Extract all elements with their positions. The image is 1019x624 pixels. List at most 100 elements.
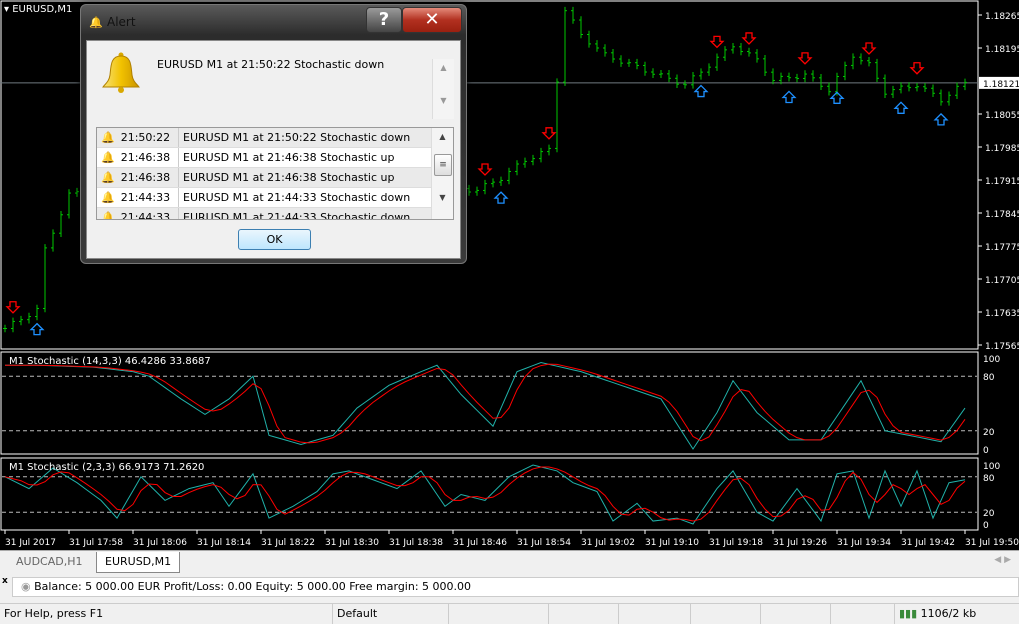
time-tick-label: 31 Jul 18:38 bbox=[389, 538, 443, 548]
bell-icon: 🔔 bbox=[101, 211, 115, 220]
price-tick-label: 1.17775 bbox=[985, 243, 1019, 253]
alert-row[interactable]: 🔔 21:50:22 EURUSD M1 at 21:50:22 Stochasti… bbox=[97, 128, 453, 148]
stoch2-signal-line bbox=[4, 466, 966, 522]
stoch2-level-label: 80 bbox=[983, 474, 995, 484]
connection-bars-icon: ▮▮▮ bbox=[899, 607, 918, 620]
signal-up-arrow-icon bbox=[829, 91, 845, 104]
alert-time: 🔔 21:44:33 bbox=[97, 188, 179, 207]
alert-text: EURUSD M1 at 21:50:22 Stochastic down bbox=[183, 131, 411, 144]
alert-text: EURUSD M1 at 21:46:38 Stochastic up bbox=[183, 151, 395, 164]
current-price-box bbox=[979, 76, 1019, 89]
alert-dialog: 🔔 Alert ? ✕ EURUSD M1 at 21:50:22 Stocha… bbox=[80, 4, 467, 264]
signal-down-arrow-icon bbox=[909, 62, 925, 75]
dialog-title: Alert bbox=[107, 15, 136, 29]
signal-up-arrow-icon bbox=[29, 322, 45, 336]
status-dot-icon: ◉ bbox=[21, 580, 35, 593]
time-tick-label: 31 Jul 17:58 bbox=[69, 538, 123, 548]
traffic-indicator: ▮▮▮ 1106/2 kb bbox=[894, 604, 976, 624]
stoch1-signal-line bbox=[5, 363, 966, 444]
signal-up-arrow-icon bbox=[493, 191, 509, 204]
stoch1-level-label: 80 bbox=[983, 373, 995, 383]
time-tick-label: 31 Jul 19:10 bbox=[645, 538, 699, 548]
bell-icon: 🔔 bbox=[101, 191, 115, 204]
time-tick-label: 31 Jul 19:02 bbox=[581, 538, 635, 548]
price-tick-label: 1.17635 bbox=[985, 309, 1019, 319]
alert-row[interactable]: 🔔 21:44:33 EURUSD M1 at 21:44:33 Stochasti… bbox=[97, 208, 453, 220]
price-tick-label: 1.17845 bbox=[985, 210, 1019, 220]
chart-symbol-label: ▾ EURUSD,M1 bbox=[4, 4, 73, 15]
terminal-panel: x ◉ Balance: 5 000.00 EUR Profit/Loss: 0… bbox=[0, 574, 1019, 600]
status-bar: For Help, press F1 Default ▮▮▮ 1106/2 kb bbox=[0, 603, 1019, 624]
signal-down-arrow-icon bbox=[709, 35, 725, 49]
alert-text: EURUSD M1 at 21:46:38 Stochastic up bbox=[183, 171, 395, 184]
alert-history-list[interactable]: 🔔 21:50:22 EURUSD M1 at 21:50:22 Stochasti… bbox=[96, 127, 454, 220]
list-scrollbar[interactable]: ▲ ≡ ▼ bbox=[431, 128, 453, 219]
stoch1-level-label: 100 bbox=[983, 355, 1000, 365]
tab-audcad-h1[interactable]: AUDCAD,H1 bbox=[16, 555, 83, 568]
price-tick-label: 1.18195 bbox=[985, 45, 1019, 55]
current-price-label: 1.18121 bbox=[983, 80, 1019, 90]
chart-tabs: AUDCAD,H1 EURUSD,M1 ◀ ▶ bbox=[0, 550, 1019, 573]
ok-button[interactable]: OK bbox=[238, 229, 311, 250]
time-tick-label: 31 Jul 18:54 bbox=[517, 538, 571, 548]
stoch2-label: M1 Stochastic (2,3,3) 66.9173 71.2620 bbox=[9, 462, 205, 473]
signal-down-arrow-icon bbox=[797, 52, 813, 65]
symbol-text: EURUSD,M1 bbox=[12, 4, 73, 15]
stoch1-level-label: 20 bbox=[983, 428, 995, 438]
stoch2-panel-border bbox=[0, 457, 979, 531]
account-text: Balance: 5 000.00 EUR Profit/Loss: 0.00 … bbox=[34, 580, 472, 593]
alert-time: 🔔 21:44:33 bbox=[97, 208, 179, 220]
time-tick-label: 31 Jul 18:22 bbox=[261, 538, 315, 548]
time-tick-label: 31 Jul 2017 bbox=[5, 538, 56, 548]
time-tick-label: 31 Jul 18:14 bbox=[197, 538, 251, 548]
time-tick-label: 31 Jul 18:46 bbox=[453, 538, 507, 548]
alert-row[interactable]: 🔔 21:46:38 EURUSD M1 at 21:46:38 Stochasti… bbox=[97, 148, 453, 168]
price-tick-label: 1.17565 bbox=[985, 342, 1019, 352]
stoch2-main-line bbox=[4, 464, 966, 525]
time-tick-label: 31 Jul 18:30 bbox=[325, 538, 379, 548]
dialog-body: EURUSD M1 at 21:50:22 Stochastic down ▲ ▼… bbox=[86, 40, 461, 259]
signal-up-arrow-icon bbox=[933, 112, 949, 126]
close-terminal-icon[interactable]: x bbox=[2, 576, 8, 586]
price-panel-border bbox=[0, 0, 979, 350]
signal-up-arrow-icon bbox=[781, 90, 797, 104]
tab-scroll-arrows[interactable]: ◀ ▶ bbox=[994, 555, 1011, 565]
account-summary: ◉ Balance: 5 000.00 EUR Profit/Loss: 0.0… bbox=[12, 577, 1019, 597]
alert-row[interactable]: 🔔 21:44:33 EURUSD M1 at 21:44:33 Stochasti… bbox=[97, 188, 453, 208]
stoch1-label: M1 Stochastic (14,3,3) 46.4286 33.8687 bbox=[9, 356, 211, 367]
tab-eurusd-m1[interactable]: EURUSD,M1 bbox=[96, 552, 181, 573]
help-button[interactable]: ? bbox=[366, 7, 402, 33]
time-tick-label: 31 Jul 18:06 bbox=[133, 538, 187, 548]
signal-down-arrow-icon bbox=[741, 32, 757, 45]
signal-down-arrow-icon bbox=[861, 42, 877, 55]
close-button[interactable]: ✕ bbox=[402, 7, 462, 33]
stoch2-level-label: 20 bbox=[983, 509, 995, 519]
message-scrollbar[interactable]: ▲ ▼ bbox=[432, 59, 454, 119]
signal-down-arrow-icon bbox=[541, 127, 557, 140]
large-bell-icon bbox=[102, 52, 140, 93]
price-tick-label: 1.18265 bbox=[985, 12, 1019, 22]
traffic-text: 1106/2 kb bbox=[920, 607, 977, 620]
signal-up-arrow-icon bbox=[693, 84, 709, 98]
alert-time: 🔔 21:46:38 bbox=[97, 168, 179, 187]
profile-name: Default bbox=[332, 604, 377, 624]
bell-icon: 🔔 bbox=[101, 171, 115, 184]
signal-down-arrow-icon bbox=[477, 163, 493, 176]
time-tick-label: 31 Jul 19:50 bbox=[965, 538, 1019, 548]
price-tick-label: 1.18055 bbox=[985, 111, 1019, 121]
alert-row[interactable]: 🔔 21:46:38 EURUSD M1 at 21:46:38 Stochasti… bbox=[97, 168, 453, 188]
bell-icon: 🔔 bbox=[89, 16, 103, 29]
stoch2-level-label: 100 bbox=[983, 462, 1000, 472]
time-tick-label: 31 Jul 19:34 bbox=[837, 538, 891, 548]
stoch1-level-label: 0 bbox=[983, 446, 989, 456]
price-tick-label: 1.17915 bbox=[985, 177, 1019, 187]
alert-text: EURUSD M1 at 21:44:33 Stochastic down bbox=[183, 191, 411, 204]
scroll-thumb[interactable]: ≡ bbox=[434, 154, 452, 176]
time-tick-label: 31 Jul 19:26 bbox=[773, 538, 827, 548]
alert-message: EURUSD M1 at 21:50:22 Stochastic down bbox=[157, 58, 385, 71]
alert-text: EURUSD M1 at 21:44:33 Stochastic down bbox=[183, 211, 411, 220]
price-tick-label: 1.17705 bbox=[985, 276, 1019, 286]
stoch1-main-line bbox=[5, 362, 966, 450]
alert-time: 🔔 21:50:22 bbox=[97, 128, 179, 147]
time-tick-label: 31 Jul 19:42 bbox=[901, 538, 955, 548]
